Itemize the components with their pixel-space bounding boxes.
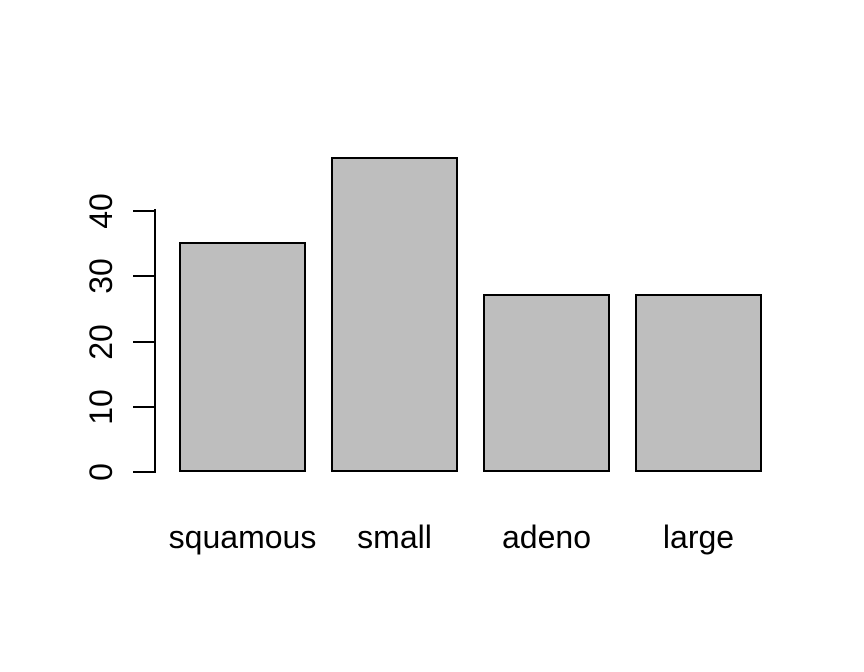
y-axis-tick-label: 20 — [83, 323, 119, 360]
bar-adeno — [483, 293, 610, 472]
x-category-label-squamous: squamous — [168, 519, 317, 555]
x-category-label-small: small — [357, 519, 432, 555]
y-axis-tick-label: 0 — [83, 463, 119, 481]
bar-squamous — [179, 241, 306, 472]
y-axis-tick — [133, 405, 154, 408]
bar-small — [331, 156, 458, 472]
y-axis-tick — [133, 275, 154, 278]
y-axis-tick — [133, 210, 154, 212]
y-axis-tick — [133, 340, 154, 343]
x-category-label-adeno: adeno — [502, 519, 591, 555]
bar-large — [635, 293, 762, 472]
y-axis-line — [154, 209, 156, 473]
y-axis-tick-label: 30 — [83, 258, 119, 295]
x-category-label-large: large — [662, 519, 735, 555]
y-axis-tick-label: 40 — [83, 193, 119, 229]
y-axis-tick-label: 10 — [83, 388, 119, 425]
y-axis-tick — [133, 471, 154, 473]
